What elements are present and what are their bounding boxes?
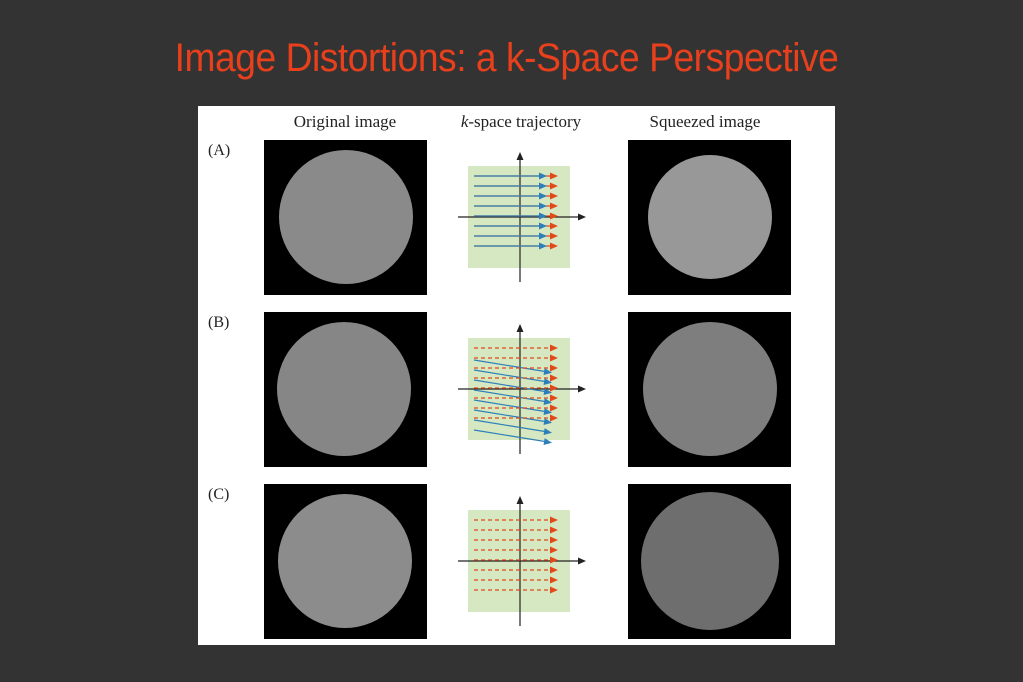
acquired-arrowhead <box>539 182 547 190</box>
acquired-arrowhead <box>543 418 552 425</box>
target-arrowhead <box>550 394 558 402</box>
target-arrowhead <box>550 384 558 392</box>
row-label-a: (A) <box>208 142 231 159</box>
target-arrowhead <box>550 172 558 180</box>
acquired-arrowhead <box>539 212 547 220</box>
column-header-kspace: k-space trajectory <box>446 112 596 134</box>
acquired-arrowhead <box>543 388 552 395</box>
original-image-b <box>264 312 427 467</box>
acquired-line <box>473 369 549 383</box>
target-arrowhead <box>550 364 558 372</box>
target-arrowhead <box>550 354 558 362</box>
target-arrowhead <box>550 526 558 534</box>
target-arrowhead <box>550 242 558 250</box>
target-arrowhead <box>550 222 558 230</box>
ky-axis-arrowhead <box>516 152 524 160</box>
target-arrowhead <box>550 414 558 422</box>
acquired-line <box>473 359 549 373</box>
original-image-c <box>264 484 427 639</box>
acquired-arrowhead <box>539 172 547 180</box>
target-arrowhead <box>550 182 558 190</box>
target-arrowhead <box>550 232 558 240</box>
acquired-arrowhead <box>543 398 552 405</box>
acquired-arrowhead <box>539 232 547 240</box>
slide-title: Image Distortions: a k-Space Perspective <box>174 36 839 80</box>
kspace-trajectory-b <box>458 324 586 454</box>
original-image-a <box>264 140 427 295</box>
acquired-arrowhead <box>539 192 547 200</box>
kspace-trajectory-a <box>458 152 586 282</box>
acquired-arrowhead <box>543 428 552 435</box>
acquired-line <box>473 429 549 443</box>
target-arrowhead <box>550 576 558 584</box>
acquired-arrowhead <box>543 378 552 385</box>
acquired-arrowhead <box>539 242 547 250</box>
column-header-kspace-rest: -space trajectory <box>468 112 582 131</box>
acquired-arrowhead <box>543 368 552 375</box>
target-arrowhead <box>550 536 558 544</box>
kspace-trajectory-c <box>458 496 586 626</box>
squeezed-image-c <box>628 484 791 639</box>
target-arrowhead <box>550 374 558 382</box>
figure-panel: Original image k-space trajectory Squeez… <box>198 106 835 645</box>
target-arrowhead <box>550 586 558 594</box>
acquired-line <box>473 419 549 433</box>
target-arrowhead <box>550 344 558 352</box>
row-label-b: (B) <box>208 314 230 331</box>
target-arrowhead <box>550 516 558 524</box>
target-arrowhead <box>550 192 558 200</box>
column-header-squeezed: Squeezed image <box>649 112 761 131</box>
target-arrowhead <box>550 202 558 210</box>
acquired-line <box>473 399 549 413</box>
kx-axis-arrowhead <box>578 385 586 393</box>
squeezed-image-b <box>628 312 791 467</box>
target-arrowhead <box>550 556 558 564</box>
acquired-arrowhead <box>543 408 552 415</box>
target-arrowhead <box>550 404 558 412</box>
acquired-line <box>473 379 549 393</box>
acquired-line <box>473 409 549 423</box>
target-arrowhead <box>550 212 558 220</box>
column-header-kspace-italic: k <box>460 112 469 131</box>
column-header-original: Original image <box>293 112 397 131</box>
target-arrowhead <box>550 546 558 554</box>
squeezed-image-a <box>628 140 791 295</box>
ky-axis-arrowhead <box>516 496 524 504</box>
kx-axis-arrowhead <box>578 213 586 221</box>
acquired-arrowhead <box>539 222 547 230</box>
acquired-arrowhead <box>543 438 552 445</box>
ky-axis-arrowhead <box>516 324 524 332</box>
target-arrowhead <box>550 566 558 574</box>
acquired-arrowhead <box>539 202 547 210</box>
row-label-c: (C) <box>208 486 230 503</box>
kx-axis-arrowhead <box>578 557 586 565</box>
acquired-line <box>473 389 549 403</box>
